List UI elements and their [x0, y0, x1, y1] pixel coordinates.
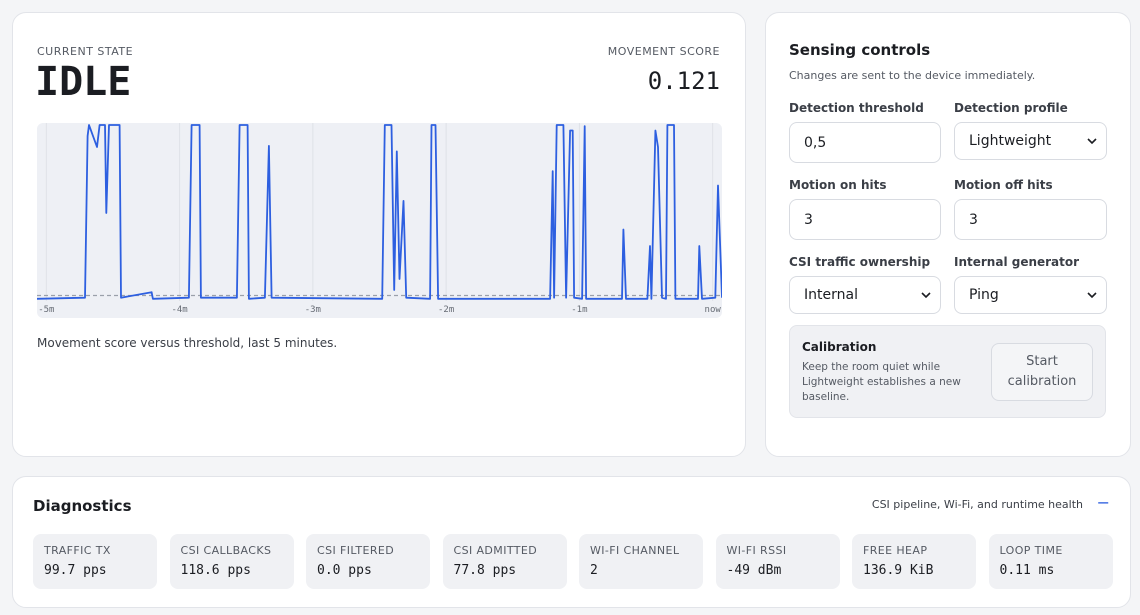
chart-bg — [37, 123, 722, 318]
diag-tile: FREE HEAP 136.9 KiB — [852, 534, 976, 589]
diag-tile: CSI FILTERED 0.0 pps — [306, 534, 430, 589]
field-value: 3 — [969, 211, 978, 228]
chevron — [1087, 138, 1097, 145]
chevron — [1087, 292, 1097, 299]
diag-tile: CSI CALLBACKS 118.6 pps — [169, 534, 294, 589]
input[interactable]: 3 — [954, 199, 1107, 240]
field-label: Motion on hits — [789, 178, 887, 192]
diag-value: 0.11 ms — [999, 563, 1055, 578]
field-value: Lightweight — [969, 133, 1052, 149]
x-tick-label: now — [705, 305, 722, 315]
state-label: CURRENT STATE — [37, 45, 134, 58]
select[interactable]: Lightweight — [954, 122, 1107, 160]
chevron — [921, 292, 931, 299]
diag-value: 136.9 KiB — [863, 563, 934, 578]
diag-value: 118.6 pps — [180, 563, 251, 578]
controls-card: Sensing controls Changes are sent to the… — [765, 12, 1131, 457]
x-tick-label: -1m — [571, 305, 587, 315]
score-label: MOVEMENT SCORE — [607, 45, 720, 58]
diag-tile: LOOP TIME 0.11 ms — [988, 534, 1113, 589]
x-tick-label: -5m — [38, 305, 54, 315]
diag-label: LOOP TIME — [999, 544, 1063, 557]
chart-caption: Movement score versus threshold, last 5 … — [37, 336, 338, 350]
calibration-text: Keep the room quiet while Lightweight es… — [802, 361, 961, 403]
diag-value: 2 — [590, 563, 598, 578]
input[interactable]: 0,5 — [789, 122, 941, 163]
state: IDLE — [35, 59, 132, 105]
diag-value: 77.8 pps — [453, 563, 517, 578]
x-tick-label: -4m — [171, 305, 187, 315]
calibration-panel: Calibration Keep the room quiet while Li… — [789, 325, 1106, 418]
diagnostics-card: Diagnostics CSI pipeline, Wi-Fi, and run… — [12, 476, 1131, 608]
diag-tile: CSI ADMITTED 77.8 pps — [442, 534, 567, 589]
select[interactable]: Ping — [954, 276, 1107, 314]
diagnostics-title: Diagnostics — [33, 497, 132, 515]
field-value: Ping — [969, 287, 999, 303]
controls-subtitle: Changes are sent to the device immediate… — [789, 69, 1036, 82]
diag-value: -49 dBm — [726, 563, 782, 578]
diag-label: CSI ADMITTED — [453, 544, 538, 557]
diag-label: TRAFFIC TX — [44, 544, 111, 557]
calibration-title: Calibration — [802, 340, 877, 354]
diag-label: CSI FILTERED — [317, 544, 395, 557]
field-label: CSI traffic ownership — [789, 255, 931, 269]
field-value: 3 — [804, 211, 813, 228]
field-label: Internal generator — [954, 255, 1080, 269]
x-tick-label: -3m — [305, 305, 321, 315]
diag-tile: TRAFFIC TX 99.7 pps — [33, 534, 157, 589]
field-label: Detection threshold — [789, 101, 924, 115]
diag-label: WI-FI RSSI — [726, 544, 787, 557]
score-line — [37, 124, 722, 300]
field-value: Internal — [804, 287, 858, 303]
diag-value: 0.0 pps — [317, 563, 372, 578]
diag-tile: WI-FI RSSI -49 dBm — [715, 534, 840, 589]
score: 0.121 — [647, 67, 720, 95]
diagnostics-subtitle: CSI pipeline, Wi-Fi, and runtime health — [871, 498, 1083, 511]
input[interactable]: 3 — [789, 199, 941, 240]
start-calibration-button[interactable]: Start calibration — [991, 343, 1093, 401]
controls-title: Sensing controls — [789, 41, 931, 59]
diag-tile: WI-FI CHANNEL 2 — [579, 534, 703, 589]
chart: -5m -4m -3m -2m -1m now — [37, 123, 722, 318]
field-value: 0,5 — [804, 134, 827, 151]
diag-label: CSI CALLBACKS — [180, 544, 272, 557]
field-label: Detection profile — [954, 101, 1068, 115]
diag-label: WI-FI CHANNEL — [590, 544, 680, 557]
state-card: CURRENT STATE IDLE MOVEMENT SCORE 0.121 … — [12, 12, 746, 457]
collapse-button[interactable]: − — [1096, 493, 1110, 512]
x-tick-label: -2m — [438, 305, 454, 315]
diag-label: FREE HEAP — [863, 544, 928, 557]
select[interactable]: Internal — [789, 276, 941, 314]
field-label: Motion off hits — [954, 178, 1053, 192]
diag-value: 99.7 pps — [44, 563, 107, 578]
